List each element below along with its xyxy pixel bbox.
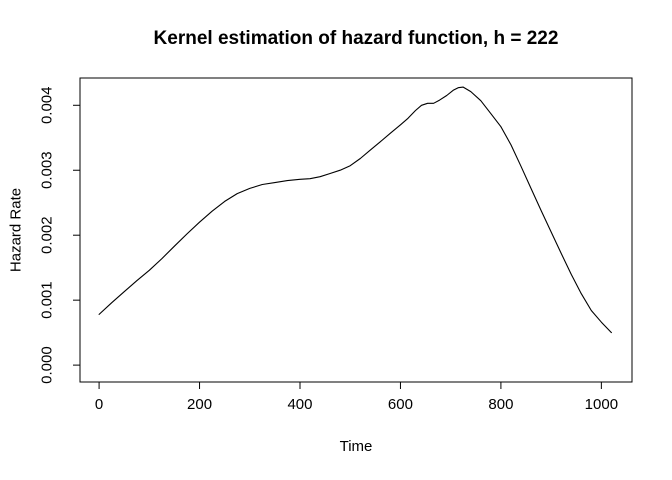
x-tick-label: 1000 (585, 396, 618, 413)
y-tick-label: 0.002 (38, 216, 55, 254)
hazard-curve (98, 86, 612, 334)
plot-border (79, 77, 633, 383)
x-tick-label: 600 (388, 396, 413, 413)
x-tick-label: 800 (488, 396, 513, 413)
y-tick-label: 0.003 (38, 151, 55, 189)
y-tick-label: 0.000 (38, 346, 55, 384)
x-axis-label: Time (339, 438, 373, 455)
x-tick-label: 200 (187, 396, 212, 413)
chart-title: Kernel estimation of hazard function, h … (153, 28, 559, 49)
x-tick-label: 400 (287, 396, 312, 413)
y-tick-label: 0.001 (38, 281, 55, 319)
x-tick-label: 0 (95, 396, 103, 413)
y-tick-label: 0.004 (38, 87, 55, 125)
